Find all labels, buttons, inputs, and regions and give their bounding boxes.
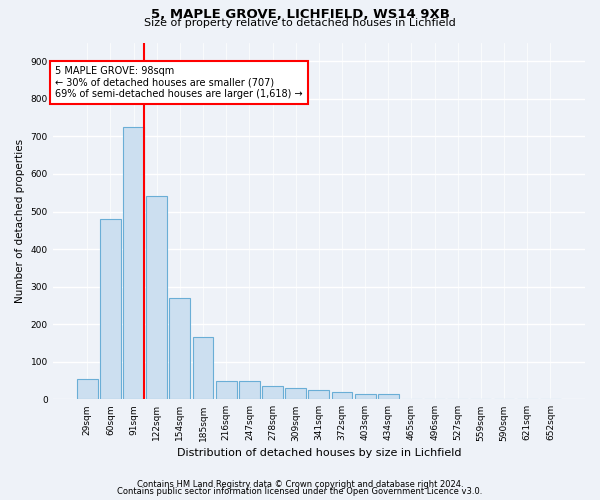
Bar — [193, 338, 214, 400]
Text: Size of property relative to detached houses in Lichfield: Size of property relative to detached ho… — [144, 18, 456, 28]
Bar — [262, 386, 283, 400]
Bar — [308, 390, 329, 400]
X-axis label: Distribution of detached houses by size in Lichfield: Distribution of detached houses by size … — [176, 448, 461, 458]
Bar — [169, 298, 190, 400]
Y-axis label: Number of detached properties: Number of detached properties — [15, 139, 25, 303]
Bar — [100, 219, 121, 400]
Text: 5, MAPLE GROVE, LICHFIELD, WS14 9XB: 5, MAPLE GROVE, LICHFIELD, WS14 9XB — [151, 8, 449, 20]
Bar — [216, 380, 236, 400]
Bar — [378, 394, 399, 400]
Bar — [123, 127, 144, 400]
Bar — [332, 392, 352, 400]
Text: Contains public sector information licensed under the Open Government Licence v3: Contains public sector information licen… — [118, 487, 482, 496]
Bar — [239, 380, 260, 400]
Text: Contains HM Land Registry data © Crown copyright and database right 2024.: Contains HM Land Registry data © Crown c… — [137, 480, 463, 489]
Text: 5 MAPLE GROVE: 98sqm
← 30% of detached houses are smaller (707)
69% of semi-deta: 5 MAPLE GROVE: 98sqm ← 30% of detached h… — [55, 66, 303, 99]
Bar — [355, 394, 376, 400]
Bar — [285, 388, 306, 400]
Bar — [77, 378, 98, 400]
Bar — [146, 196, 167, 400]
